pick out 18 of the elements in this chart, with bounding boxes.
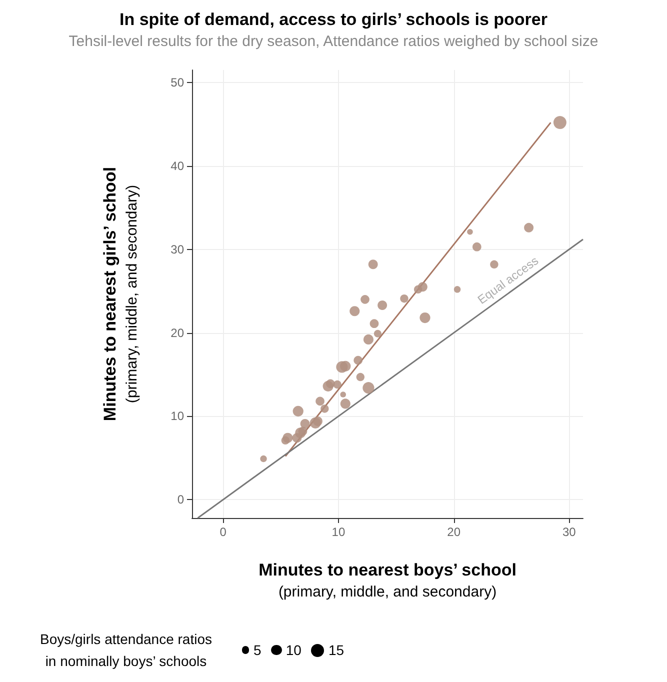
- legend-label: 15: [328, 642, 344, 658]
- legend-label: 5: [253, 642, 262, 658]
- x-tick-label: 30: [562, 525, 576, 539]
- y-tick-label: 20: [170, 326, 184, 340]
- chart-subtitle: Tehsil-level results for the dry season, Attendance ratios weighed by school size: [68, 33, 598, 50]
- y-axis-title: Minutes to nearest girls’ school (primary, middle, and secondary): [100, 166, 140, 422]
- legend-label: 10: [286, 642, 302, 658]
- y-tick-label: 50: [170, 76, 184, 90]
- x-axis-title: Minutes to nearest boys’ school (primary, middle, and secondary): [258, 560, 516, 600]
- y-tick-label: 0: [177, 492, 184, 507]
- y-tick-label: 10: [170, 409, 184, 424]
- x-tick-label: 0: [220, 525, 227, 539]
- y-tick-label: 40: [170, 158, 184, 173]
- y-tick-label: 30: [170, 242, 184, 256]
- x-tick-label: 20: [447, 525, 461, 539]
- legend-title: Boys/girls attendance ratios in nominally boys’ schools: [40, 630, 212, 671]
- x-tick-label: 10: [332, 525, 346, 539]
- chart-title: In spite of demand, access to girls’ schools is poorer: [120, 10, 548, 29]
